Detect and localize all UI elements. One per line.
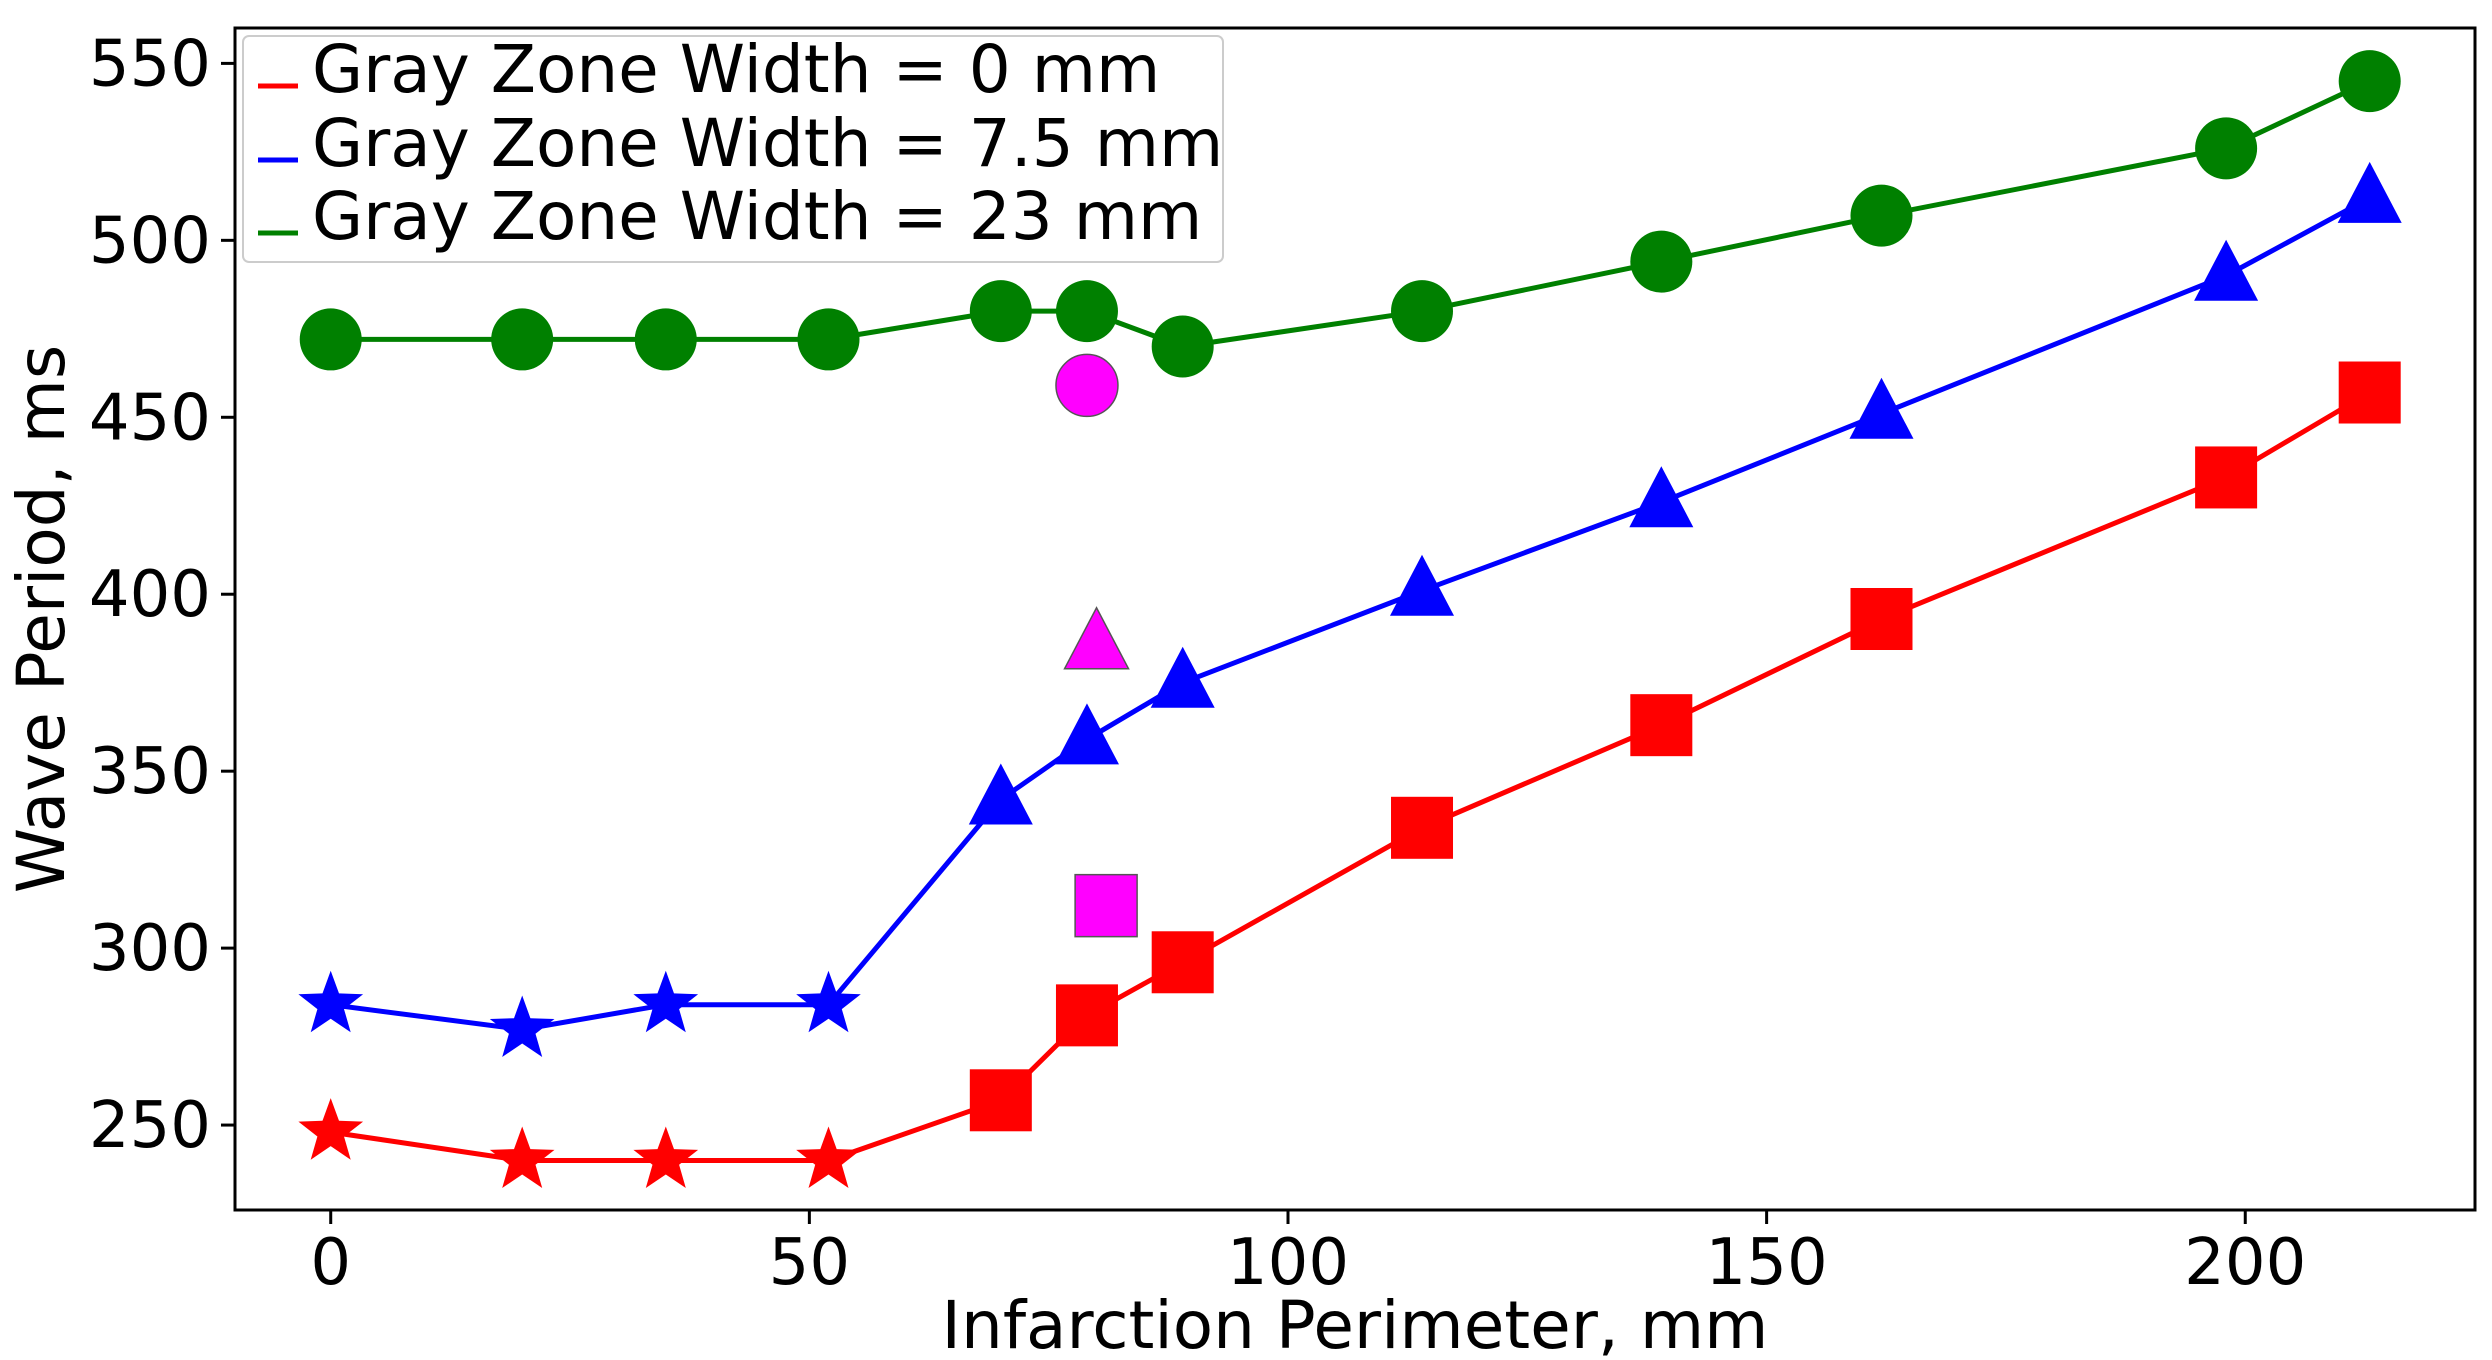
series-3-point	[1055, 280, 1118, 343]
legend-label-2: Gray Zone Width = 7.5 mm	[312, 105, 1223, 182]
y-tick-label: 500	[89, 204, 211, 278]
series-3-point	[969, 280, 1032, 343]
series-1-point	[1151, 931, 1214, 994]
series-3-point	[299, 308, 362, 371]
y-axis-label: Wave Period, ms	[3, 345, 80, 894]
series-2-point	[1150, 646, 1215, 708]
x-tick-label: 150	[1706, 1226, 1828, 1300]
series-2-point	[968, 763, 1033, 825]
series-1-point	[1850, 588, 1913, 650]
x-axis: 0 50 100 150 200	[310, 1210, 2306, 1300]
series-3-point	[797, 308, 860, 371]
series-3-point	[1630, 230, 1693, 293]
series-3-point	[491, 308, 554, 371]
legend-label-1: Gray Zone Width = 0 mm	[312, 31, 1160, 108]
y-tick-label: 300	[89, 912, 211, 986]
series-2-point	[1390, 554, 1455, 616]
series-1-point	[298, 1098, 364, 1160]
series-2-point	[2194, 239, 2259, 301]
series-1-point	[796, 1126, 861, 1188]
series-2-point	[2337, 161, 2402, 223]
series-line-1	[330, 390, 2371, 1163]
series-3-point	[1850, 184, 1913, 247]
x-tick-label: 0	[310, 1226, 351, 1300]
series-2-point	[1629, 466, 1694, 528]
highlight-markers	[1055, 353, 1138, 938]
y-tick-label: 250	[89, 1089, 211, 1163]
series-2-point	[489, 995, 555, 1057]
legend-label-3: Gray Zone Width = 23 mm	[312, 178, 1202, 255]
y-tick-label: 450	[89, 381, 211, 455]
x-axis-label: Infarction Perimeter, mm	[942, 1287, 1769, 1360]
series-3-point	[1391, 280, 1454, 343]
series-1-point	[2195, 446, 2258, 509]
series-1-point	[1055, 984, 1118, 1047]
x-tick-label: 100	[1227, 1226, 1349, 1300]
plot-frame	[233, 26, 2477, 1212]
series-3-point	[634, 308, 697, 371]
y-tick-label: 350	[89, 735, 211, 809]
series-1-point	[969, 1069, 1032, 1132]
highlight-point	[1074, 873, 1138, 938]
series-line-2	[330, 195, 2371, 1032]
data-markers	[298, 50, 2402, 1188]
series-3-point	[2195, 117, 2258, 180]
y-axis: 250 300 350 400 450 500 550	[89, 27, 235, 1163]
legend-box	[242, 35, 1224, 263]
highlight-point	[1055, 353, 1119, 418]
series-2-point	[1849, 377, 1914, 439]
series-1-point	[489, 1126, 555, 1188]
series-3-point	[1151, 315, 1214, 378]
y-tick-label: 550	[89, 27, 211, 101]
series-1-point	[1630, 694, 1693, 757]
highlight-point	[1063, 606, 1130, 670]
series-1-point	[633, 1126, 699, 1188]
series-1-point	[2338, 361, 2401, 424]
series-2-point	[298, 970, 364, 1033]
y-tick-label: 400	[89, 558, 211, 632]
series-2-point	[796, 970, 861, 1033]
series-1-point	[1391, 796, 1454, 859]
series-2-point	[1054, 703, 1119, 765]
series-2-point	[633, 970, 699, 1033]
series-3-point	[2338, 50, 2401, 113]
x-tick-label: 50	[769, 1226, 850, 1300]
x-tick-label: 200	[2184, 1226, 2306, 1300]
